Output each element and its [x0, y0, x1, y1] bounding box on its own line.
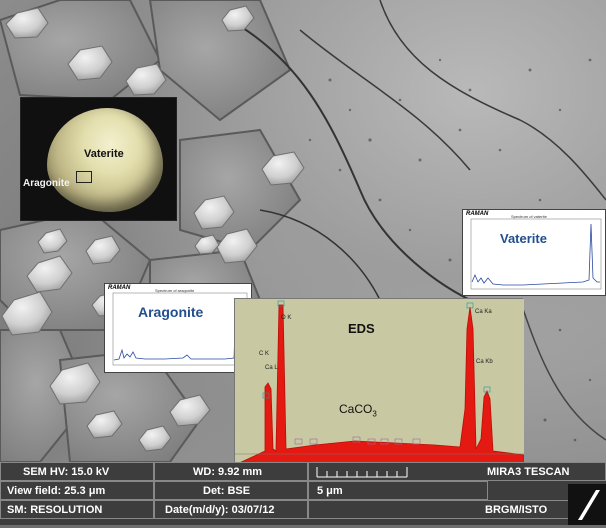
eds-spectrum-inset: EDS CaCO3 C K Ca L O K Ca Ka Ca Kb: [234, 298, 524, 465]
scan-mode-readout: SM: RESOLUTION: [0, 500, 154, 519]
sample-photo-inset: Vaterite Aragonite: [20, 97, 177, 221]
organization-label: BRGM/ISTO: [308, 500, 606, 519]
raman-subtitle: Spectrum of vaterite: [511, 214, 547, 219]
sem-info-bar: SEM HV: 15.0 kV WD: 9.92 mm MIRA3 TESCAN…: [0, 462, 606, 525]
view-field-readout: View field: 25.3 μm: [0, 481, 154, 500]
eds-peak-label: O K: [281, 315, 292, 321]
vaterite-label: Vaterite: [84, 148, 124, 160]
aragonite-label: Aragonite: [23, 178, 70, 189]
eds-compound: CaCO3: [339, 402, 377, 419]
raman-vaterite-spectrum: [470, 218, 602, 290]
eds-spectrum: [235, 299, 524, 465]
raman-aragonite-inset: RAMAN Spectrum of aragonite Aragonite: [104, 283, 252, 373]
raman-header: RAMAN: [466, 211, 489, 217]
raman-mineral-name: Aragonite: [138, 304, 204, 320]
scale-ruler-cell: MIRA3 TESCAN: [308, 462, 606, 481]
tescan-logo: [568, 484, 606, 525]
detector-readout: Det: BSE: [154, 481, 308, 500]
eds-peak-label: Ca Ka: [475, 309, 492, 315]
eds-title: EDS: [348, 321, 375, 336]
scale-ruler-ticks: [316, 467, 408, 478]
raman-vaterite-inset: RAMAN Spectrum of vaterite Vaterite: [462, 209, 606, 296]
scale-bar-label: 5 μm: [308, 481, 488, 500]
tescan-logo-mark: [578, 490, 600, 520]
eds-peak-label: C K: [259, 351, 270, 357]
raman-header: RAMAN: [108, 285, 131, 291]
aragonite-region-marker: [76, 171, 92, 183]
calcite-egg-photo: [47, 108, 163, 212]
acquisition-date: Date(m/d/y): 03/07/12: [154, 500, 308, 519]
working-distance-readout: WD: 9.92 mm: [154, 462, 308, 481]
raman-aragonite-spectrum: [112, 292, 248, 366]
raman-mineral-name: Vaterite: [500, 231, 547, 246]
raman-subtitle: Spectrum of aragonite: [155, 288, 195, 293]
instrument-name: MIRA3 TESCAN: [487, 466, 570, 478]
eds-peak-label: Ca Kb: [476, 359, 493, 365]
sem-hv-readout: SEM HV: 15.0 kV: [0, 462, 154, 481]
eds-peak-label: Ca L: [265, 365, 278, 371]
